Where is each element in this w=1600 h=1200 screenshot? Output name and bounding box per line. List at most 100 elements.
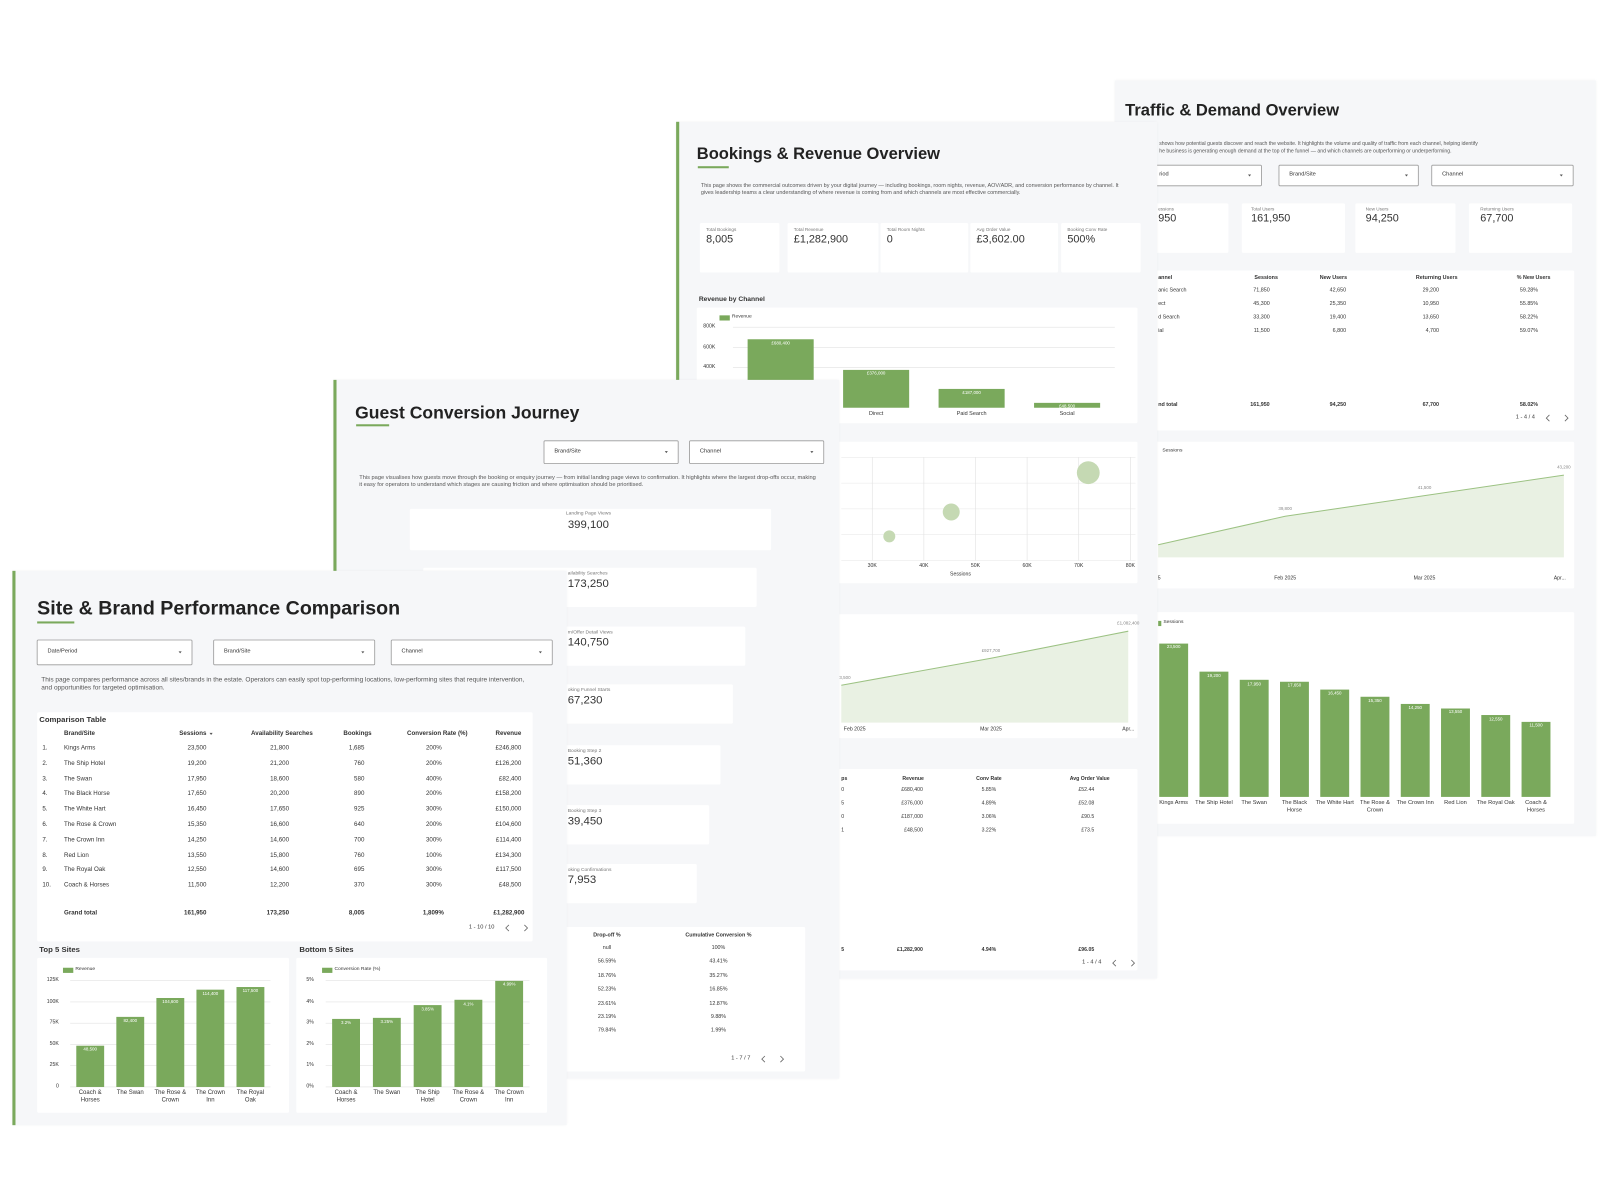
table-cell: 300% bbox=[425, 836, 442, 844]
table-cell: 300% bbox=[425, 806, 442, 813]
column-header: Avg Order Value bbox=[1069, 775, 1110, 782]
table-cell: £114,400 bbox=[495, 836, 522, 844]
funnel-label: oking Funnel Starts bbox=[567, 688, 611, 694]
table-cell: 15,350 bbox=[187, 821, 207, 828]
bar bbox=[495, 980, 524, 1087]
y-tick-label: 2% bbox=[306, 1040, 314, 1048]
kpi-value: 500% bbox=[1067, 233, 1096, 246]
y-tick-label: 0 bbox=[55, 1083, 59, 1090]
dropdown-caret bbox=[538, 651, 542, 654]
kpi-label: essions bbox=[1158, 206, 1174, 212]
table-cell: £246,800 bbox=[495, 745, 522, 752]
table-cell: 5. bbox=[42, 806, 48, 813]
dashboard-page: Site & Brand Performance Comparison Date/… bbox=[12, 570, 567, 1126]
table-cell: £104,600 bbox=[495, 821, 522, 828]
table-cell: The Royal Oak bbox=[64, 867, 106, 874]
legend-swatch bbox=[62, 967, 74, 973]
kpi-value: £1,282,900 bbox=[793, 233, 849, 246]
filter-label: Channel bbox=[1442, 171, 1464, 178]
table-cell: 5.85% bbox=[981, 787, 997, 794]
table-cell: 55.85% bbox=[1519, 300, 1539, 307]
table-cell: Kings Arms bbox=[64, 745, 96, 752]
chart-title: Bottom 5 Sites bbox=[299, 944, 354, 955]
kpi-card bbox=[1061, 222, 1141, 273]
table-cell: 700 bbox=[354, 836, 365, 844]
x-tick-label: Mar 2025 bbox=[1413, 575, 1436, 582]
value-label: 4.99% bbox=[502, 981, 516, 987]
x-tick-label: Paid Search bbox=[956, 410, 987, 418]
kpi-label: Total Users bbox=[1251, 206, 1275, 212]
y-tick-label: 600K bbox=[703, 343, 716, 350]
table-cell: £150,000 bbox=[495, 806, 522, 813]
table-cell: 890 bbox=[354, 791, 365, 798]
table-cell: 200% bbox=[425, 821, 442, 828]
x-tick-label: The Crown Inn bbox=[494, 1090, 524, 1104]
table-cell: 0 bbox=[841, 813, 845, 821]
column-header: New Users bbox=[1319, 274, 1348, 282]
column-header: Revenue bbox=[902, 775, 924, 782]
value-label: 11,500 bbox=[1529, 722, 1543, 728]
value-label: 41,500 bbox=[1417, 485, 1432, 491]
table-cell: £158,200 bbox=[495, 791, 522, 798]
prev-page-button bbox=[505, 924, 510, 932]
funnel-card bbox=[409, 508, 772, 551]
bar bbox=[1320, 689, 1350, 797]
total-cell: 8,005 bbox=[348, 910, 365, 917]
filter-dropdown bbox=[1278, 164, 1419, 187]
bar bbox=[1239, 679, 1269, 797]
column-header: Availability Searches bbox=[251, 730, 313, 738]
total-cell: nd total bbox=[1158, 401, 1178, 409]
table-cell: 17,950 bbox=[187, 775, 207, 783]
filter-dropdown bbox=[543, 440, 679, 464]
chart-title: Revenue by Channel bbox=[698, 296, 765, 304]
x-tick-label: The Ship Hotel bbox=[1195, 800, 1233, 807]
kpi-value: 8,005 bbox=[706, 233, 734, 246]
y-tick-label: 3% bbox=[306, 1019, 314, 1026]
table-cell: 7. bbox=[42, 836, 48, 844]
table-cell: 6. bbox=[42, 821, 48, 828]
filter-label: Brand/Site bbox=[554, 448, 581, 455]
table-cell: 760 bbox=[354, 852, 365, 859]
dashboard-page: Traffic & Demand Overview shows how poten… bbox=[1114, 80, 1596, 837]
kpi-card bbox=[699, 222, 780, 273]
table-cell: 6,800 bbox=[1332, 327, 1347, 334]
table-cell: 4. bbox=[42, 791, 48, 798]
x-tick-label: Coach & Horses bbox=[1525, 800, 1547, 814]
table-cell: 10,950 bbox=[1422, 300, 1439, 307]
table-cell: 35.27% bbox=[709, 972, 728, 979]
table-cell: 1.99% bbox=[710, 1027, 727, 1035]
bar bbox=[332, 1018, 361, 1087]
y-tick-label: 50K bbox=[49, 1040, 59, 1048]
value-label: 12,550 bbox=[1488, 715, 1503, 722]
value-label: £1,082,400 bbox=[1117, 620, 1140, 626]
table-cell: 43.41% bbox=[709, 958, 728, 965]
column-header: Conversion Rate (%) bbox=[407, 730, 468, 738]
table-cell: 200% bbox=[425, 745, 442, 752]
table-cell: 59.07% bbox=[1519, 327, 1539, 334]
kpi-label: Booking Conv Rate bbox=[1067, 226, 1108, 233]
x-tick-label: Red Lion bbox=[1444, 800, 1467, 807]
title-underline bbox=[37, 621, 75, 624]
x-tick-label: 5 bbox=[1157, 575, 1161, 582]
description: he business is generating enough demand … bbox=[1159, 148, 1452, 155]
dropdown-caret bbox=[1248, 174, 1252, 177]
x-tick-label: The Rose & Crown bbox=[1359, 800, 1390, 814]
column-header: % New Users bbox=[1516, 274, 1551, 282]
kpi-card bbox=[970, 222, 1059, 273]
table-cell: £126,200 bbox=[495, 760, 522, 767]
bar bbox=[156, 997, 185, 1087]
legend-label: Revenue bbox=[75, 966, 96, 972]
table-card bbox=[838, 769, 1138, 971]
table-cell: 21,800 bbox=[270, 745, 290, 752]
table-cell: 12,550 bbox=[187, 867, 207, 874]
value-label: 82,400 bbox=[123, 1017, 138, 1023]
table-cell: The Crown Inn bbox=[64, 836, 105, 844]
table-cell: 71,850 bbox=[1253, 287, 1270, 294]
line bbox=[841, 630, 1129, 686]
table-cell: 580 bbox=[354, 775, 365, 783]
kpi-value: 94,250 bbox=[1365, 212, 1399, 225]
table-cell: 19,400 bbox=[1329, 314, 1347, 321]
kpi-label: New Users bbox=[1365, 206, 1389, 212]
value-label: 43,200 bbox=[1557, 464, 1571, 470]
bar bbox=[1280, 681, 1309, 797]
